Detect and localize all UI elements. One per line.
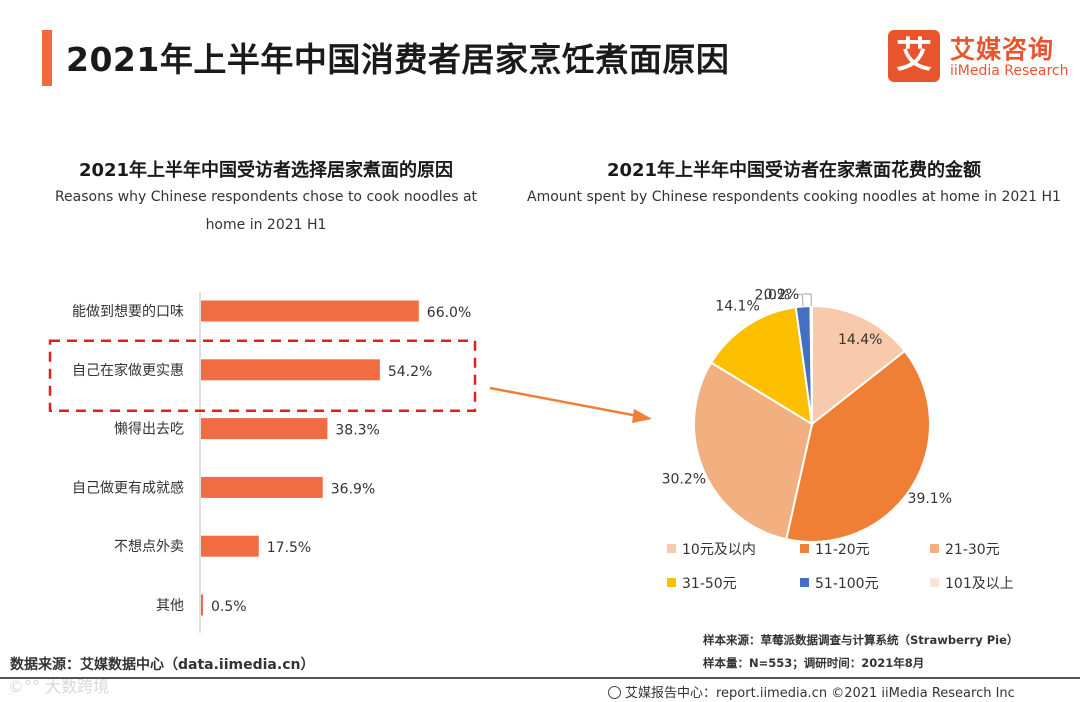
bar-value-label: 54.2%: [388, 364, 432, 380]
bar: [201, 535, 259, 557]
legend-swatch: [667, 578, 676, 587]
highlight-box: [48, 339, 477, 413]
pie-value-label: 39.1%: [908, 491, 952, 507]
logo-text-cn: 艾媒咨询: [950, 35, 1055, 64]
legend-label: 10元及以内: [682, 542, 756, 558]
footer-divider: [0, 677, 1080, 679]
pie-value-label: 14.4%: [838, 332, 882, 348]
watermark: ©°° 大数跨境: [8, 677, 110, 696]
pie-leader-line: [803, 293, 812, 307]
sample-size: 样本量：N=553；调研时间：2021年8月: [703, 656, 925, 670]
sample-source: 样本来源：草莓派数据调查与计算系统（Strawberry Pie）: [703, 633, 1019, 647]
bar: [201, 476, 323, 498]
legend-label: 31-50元: [682, 576, 737, 592]
bar-category-label: 能做到想要的口味: [72, 304, 184, 320]
logo-text-en: iiMedia Research: [950, 63, 1069, 79]
left-chart-title: 2021年上半年中国受访者选择居家煮面的原因: [78, 160, 454, 181]
footer-report-text: 艾媒报告中心：report.iimedia.cn ©2021 iiMedia R…: [625, 686, 1015, 701]
connector-arrow-head: [632, 409, 652, 423]
footer-report-center: 艾媒报告中心：report.iimedia.cn ©2021 iiMedia R…: [608, 682, 1015, 701]
bar-value-label: 38.3%: [335, 423, 379, 439]
pie-chart: 14.4% 39.1% 30.2% 14.1%2.0%0.2%: [662, 287, 952, 543]
pie-legend: 10元及以内 11-20元 21-30元 31-50元 51-100元 101及以上: [667, 542, 1014, 592]
bar-category-label: 自己做更有成就感: [72, 479, 184, 496]
legend-label: 101及以上: [945, 576, 1014, 592]
bar-category-label: 懒得出去吃: [114, 421, 184, 438]
right-chart-title: 2021年上半年中国受访者在家煮面花费的金额: [606, 160, 982, 181]
bar-value-label: 36.9%: [331, 481, 375, 497]
logo-mark: 艾: [888, 30, 940, 82]
pie-leader-line: [794, 293, 804, 307]
pie-value-label: 2.0%: [755, 287, 791, 303]
pie-value-label: 14.1%: [715, 299, 759, 315]
bar: [201, 418, 328, 440]
bar-value-label: 66.0%: [427, 305, 471, 321]
legend-swatch: [667, 544, 676, 553]
pie-slice: [811, 304, 907, 427]
legend-label: 51-100元: [815, 576, 879, 592]
left-chart-subtitle: Reasons why Chinese respondents chose to…: [30, 183, 502, 239]
pie-value-label: 30.2%: [662, 471, 706, 487]
title-accent-bar: [42, 30, 52, 86]
pie-value-label: 0.2%: [764, 287, 800, 303]
iimedia-logo: 艾 艾媒咨询 iiMedia Research: [888, 30, 1069, 82]
pie-slice: [785, 349, 931, 543]
bar-chart: 能做到想要的口味 66.0% 自己在家做更实惠 54.2% 懒得出去吃 38.3% 自己做更…: [48, 292, 652, 633]
legend-swatch: [800, 578, 809, 587]
legend-label: 11-20元: [815, 542, 870, 558]
page-title: 2021年上半年中国消费者居家烹饪煮面原因: [66, 40, 730, 79]
bar-category-label: 自己在家做更实惠: [72, 362, 184, 379]
right-chart-subtitle: Amount spent by Chinese respondents cook…: [527, 189, 1061, 205]
bar-value-label: 17.5%: [267, 540, 311, 556]
left-chart-subtitle-line2: home in 2021 H1: [205, 217, 327, 233]
bar-category-label: 其他: [156, 598, 184, 614]
bar: [201, 300, 419, 322]
pie-slice: [709, 305, 814, 426]
bar: [201, 594, 203, 616]
data-source: 数据来源：艾媒数据中心（data.iimedia.cn）: [10, 657, 315, 673]
globe-icon: [608, 686, 621, 699]
legend-label: 21-30元: [945, 542, 1000, 558]
legend-swatch: [930, 544, 939, 553]
legend-swatch: [800, 544, 809, 553]
legend-swatch: [930, 578, 939, 587]
connector-arrow-line: [489, 386, 639, 418]
bar-category-label: 不想点外卖: [114, 539, 184, 555]
left-chart-subtitle-line1: Reasons why Chinese respondents chose to…: [54, 189, 478, 205]
bar: [201, 359, 380, 381]
bar-value-label: 0.5%: [211, 599, 247, 615]
